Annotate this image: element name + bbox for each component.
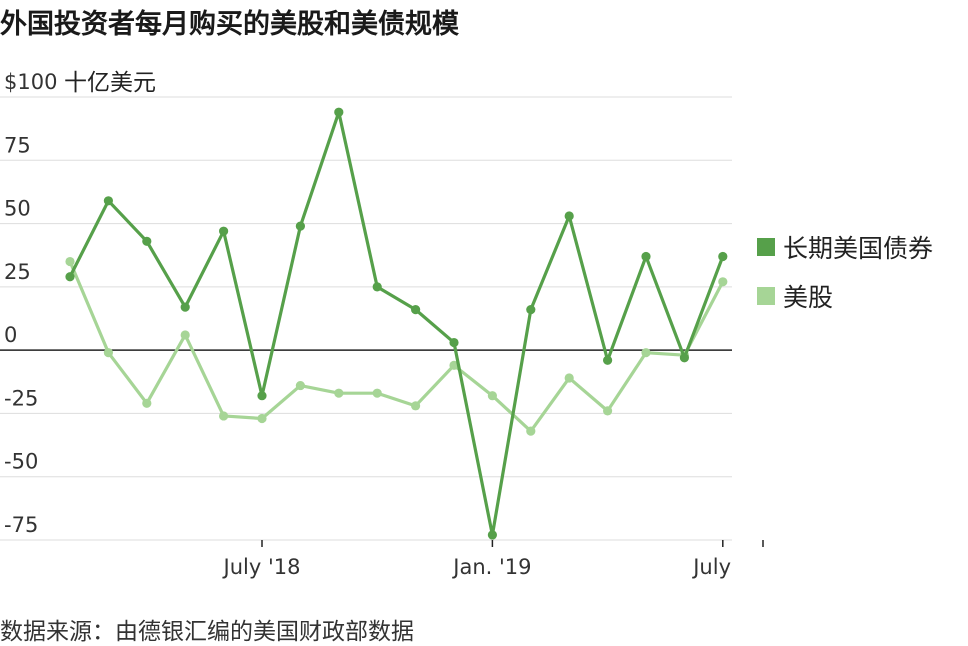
- data-point: [487, 530, 497, 540]
- y-tick-label: 50: [4, 197, 31, 221]
- data-point: [295, 380, 305, 391]
- chart-title: 外国投资者每月购买的美股和美债规模: [0, 9, 459, 40]
- legend-label: 美股: [783, 283, 833, 312]
- data-point: [718, 251, 728, 262]
- y-tick-label: 75: [4, 133, 31, 157]
- legend-label: 长期美国债券: [783, 234, 933, 263]
- x-tick-label: July: [691, 555, 731, 579]
- data-point: [603, 406, 613, 416]
- data-point: [411, 305, 421, 315]
- data-point: [718, 277, 728, 287]
- data-point: [65, 272, 75, 282]
- grid-lines: [0, 96, 732, 541]
- y-tick-label: -25: [4, 386, 38, 410]
- data-point: [372, 388, 382, 398]
- data-point: [180, 302, 190, 312]
- data-point: [679, 353, 690, 363]
- data-point: [219, 411, 229, 421]
- data-point: [334, 107, 344, 117]
- data-point: [641, 348, 651, 358]
- data-point: [641, 251, 651, 262]
- data-point: [219, 226, 229, 236]
- data-point: [603, 355, 613, 365]
- data-point: [295, 221, 305, 231]
- series-1: [65, 256, 728, 436]
- data-point: [257, 391, 267, 401]
- data-point: [142, 398, 152, 408]
- y-axis-tick-labels: $100 75 50 25 0 -25 -50 -75: [4, 70, 57, 537]
- y-tick-label: -50: [4, 450, 38, 474]
- legend-swatch: [757, 287, 775, 305]
- data-point: [372, 282, 382, 292]
- data-point: [526, 426, 536, 436]
- data-point: [103, 196, 113, 206]
- data-point: [526, 305, 536, 315]
- series-line: [68, 110, 725, 537]
- data-point: [257, 413, 267, 424]
- data-point: [334, 388, 344, 398]
- legend-swatch: [757, 238, 775, 256]
- series-0: [65, 107, 728, 540]
- data-point: [564, 211, 574, 221]
- x-axis: July '18 Jan. '19 July: [222, 540, 764, 579]
- series-line: [68, 259, 725, 433]
- data-point: [449, 337, 459, 348]
- data-point: [487, 391, 497, 401]
- data-point: [142, 236, 152, 246]
- source-note: 数据来源：由德银汇编的美国财政部数据: [0, 619, 414, 645]
- data-point: [411, 401, 421, 411]
- x-tick-label: July '18: [222, 555, 301, 579]
- data-point: [65, 256, 75, 267]
- y-tick-label: $100: [4, 70, 57, 94]
- y-tick-label: -75: [4, 513, 38, 537]
- data-point: [103, 348, 113, 358]
- x-tick-label: Jan. '19: [451, 555, 531, 579]
- data-point: [180, 330, 190, 340]
- y-tick-label: 0: [4, 323, 17, 347]
- y-axis-unit-label: 十亿美元: [64, 70, 156, 96]
- data-point: [449, 360, 459, 370]
- y-tick-label: 25: [4, 260, 31, 284]
- data-point: [564, 373, 574, 383]
- series-lines: [65, 107, 728, 540]
